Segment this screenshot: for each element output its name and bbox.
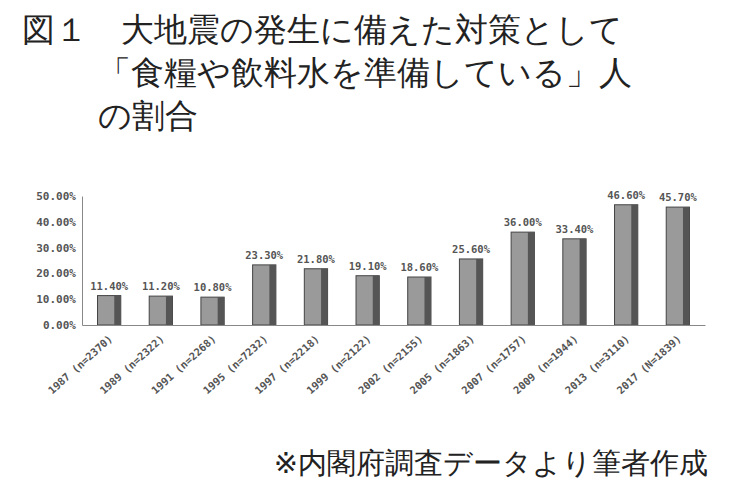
x-tick-label: 2017 (N=1839)	[614, 332, 683, 396]
data-label: 36.00%	[504, 216, 543, 228]
bar	[304, 269, 327, 325]
bar	[563, 239, 586, 325]
bar-side	[114, 296, 121, 325]
y-axis: 0.00% 10.00% 20.00% 30.00% 40.00% 50.00%	[36, 190, 82, 332]
y-axis-line	[82, 197, 83, 326]
bar-side	[321, 269, 328, 325]
data-label: 11.40%	[90, 280, 129, 292]
bar	[459, 259, 482, 325]
bar	[511, 232, 534, 325]
bar-side	[476, 259, 483, 325]
y-tick: 10.00%	[36, 293, 82, 306]
x-axis: 1987 (n=2370)1989 (n=2322)1991 (n=2268)1…	[45, 325, 705, 396]
y-tick: 20.00%	[36, 267, 82, 280]
bar-side	[580, 239, 587, 325]
bar-side	[166, 296, 173, 325]
bar-side	[424, 277, 431, 325]
x-axis-line	[83, 325, 706, 326]
data-label: 23.30%	[245, 249, 284, 261]
data-label: 18.60%	[400, 261, 439, 273]
bar	[253, 265, 276, 325]
source-note: ※内閣府調査データより筆者作成	[274, 444, 708, 484]
x-tick: 2017 (N=1839)	[614, 325, 683, 396]
data-label: 45.70%	[659, 191, 698, 203]
bar-side	[528, 232, 535, 325]
y-tick-label: 50.00%	[36, 190, 76, 203]
bars	[98, 205, 690, 325]
y-tick-label: 30.00%	[36, 242, 76, 255]
y-tick: 50.00%	[36, 190, 82, 203]
data-label: 19.10%	[349, 260, 388, 272]
data-label: 10.80%	[194, 281, 233, 293]
bar-side	[218, 297, 225, 325]
bar	[408, 277, 431, 325]
bar	[356, 276, 379, 325]
y-tick-label: 40.00%	[36, 216, 76, 229]
bar	[98, 296, 121, 325]
data-label: 21.80%	[297, 253, 336, 265]
bar-side	[373, 276, 380, 325]
data-label: 11.20%	[142, 280, 181, 292]
bar-side	[631, 205, 638, 325]
y-tick: 40.00%	[36, 216, 82, 229]
bar	[149, 296, 172, 325]
data-label: 33.40%	[555, 223, 594, 235]
bar-side	[269, 265, 276, 325]
data-label: 25.60%	[452, 243, 491, 255]
bar	[666, 207, 689, 325]
bar	[201, 297, 224, 325]
y-tick: 30.00%	[36, 242, 82, 255]
y-tick: 0.00%	[43, 319, 82, 332]
data-label: 46.60%	[607, 189, 646, 201]
y-tick-label: 10.00%	[36, 293, 76, 306]
title: 図１ 大地震の発生に備えた対策として 「食糧や飲料水を準備している」人 の割合	[22, 8, 730, 137]
chart: 0.00% 10.00% 20.00% 30.00% 40.00% 50.00% 1987 …	[0, 0, 730, 499]
data-labels: 11.40% 11.20% 10.80% 23.30% 21.80% 19.10% 18.6…	[90, 189, 697, 293]
y-tick-label: 0.00%	[43, 319, 76, 332]
bar-side	[683, 207, 690, 325]
bar	[615, 205, 638, 325]
y-tick-label: 20.00%	[36, 267, 76, 280]
